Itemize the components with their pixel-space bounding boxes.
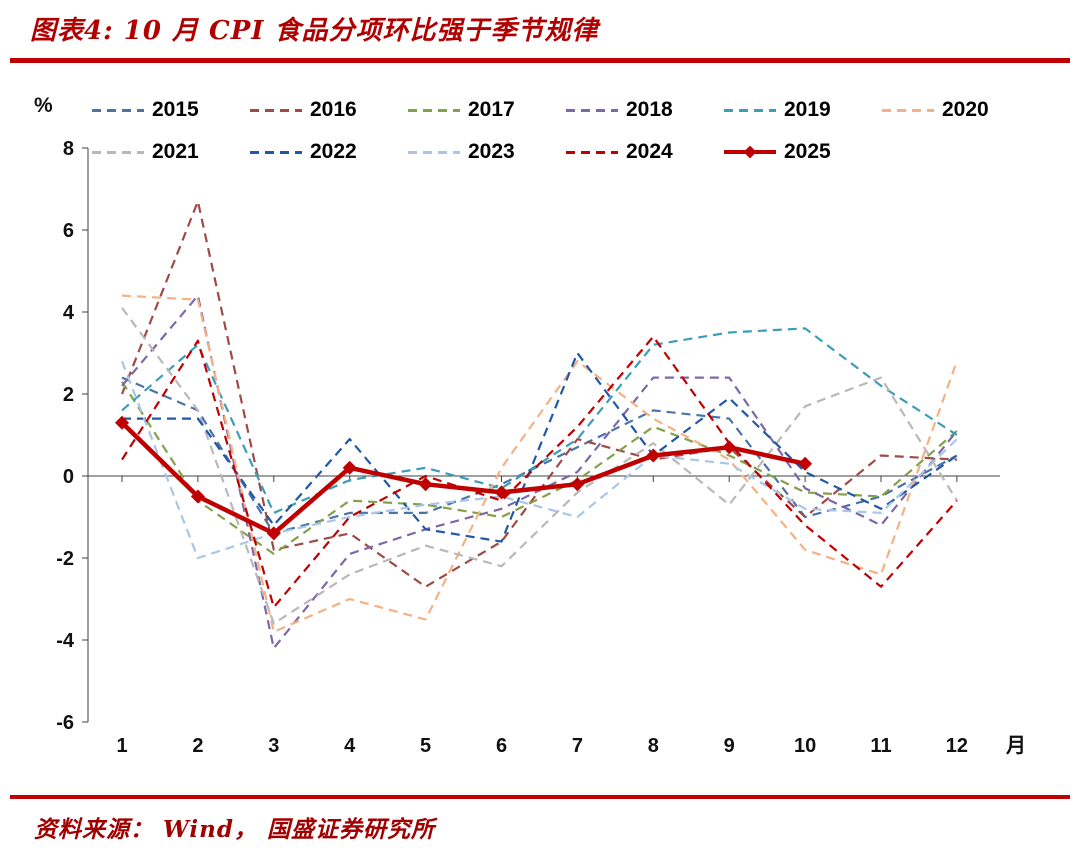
chart-legend: 2015 2016 2017 2018 2019 2020 2021 2022 2023 2024… — [92, 98, 1072, 164]
series-marker-2025 — [570, 477, 585, 492]
x-tick-label: 7 — [572, 735, 583, 757]
diamond-marker-icon — [743, 145, 757, 159]
x-tick-label: 8 — [648, 735, 659, 757]
title-divider — [10, 58, 1070, 63]
legend-item-2019: 2019 — [724, 98, 882, 122]
x-tick-label: 9 — [724, 735, 735, 757]
legend-swatch-2025 — [724, 145, 776, 159]
legend-item-2023: 2023 — [408, 140, 566, 164]
legend-item-2016: 2016 — [250, 98, 408, 122]
legend-label-2016: 2016 — [310, 98, 357, 121]
x-tick-label: 12 — [946, 735, 968, 757]
series-marker-2025 — [798, 456, 813, 471]
legend-item-2017: 2017 — [408, 98, 566, 122]
series-marker-2025 — [342, 460, 357, 475]
legend-label-2022: 2022 — [310, 140, 357, 163]
legend-swatch-2016 — [250, 108, 302, 112]
series-line-2019 — [121, 327, 958, 515]
legend-swatch-2020 — [882, 108, 934, 112]
legend-swatch-2022 — [250, 150, 302, 154]
x-axis-unit-label: 月 — [1005, 735, 1026, 757]
y-tick-label: 4 — [63, 302, 75, 324]
series-line-2021 — [121, 307, 958, 625]
series-line-2018 — [121, 294, 958, 650]
legend-item-2024: 2024 — [566, 140, 724, 164]
legend-row: 2015 2016 2017 2018 2019 2020 — [92, 98, 1072, 122]
legend-label-2025: 2025 — [784, 140, 831, 163]
series-line-2025 — [120, 421, 806, 536]
legend-item-2015: 2015 — [92, 98, 250, 122]
series-line-2020 — [121, 294, 958, 633]
legend-label-2023: 2023 — [468, 140, 515, 163]
y-tick-label: -6 — [56, 712, 74, 734]
series-marker-2025 — [115, 415, 129, 430]
y-tick-label: 8 — [63, 138, 74, 160]
x-tick-label: 5 — [420, 735, 431, 757]
y-tick-label: -4 — [56, 630, 75, 652]
legend-label-2021: 2021 — [152, 140, 199, 163]
y-tick-label: 2 — [63, 384, 74, 406]
y-tick-label: -2 — [56, 548, 74, 570]
legend-swatch-2021 — [92, 150, 144, 154]
legend-swatch-2017 — [408, 108, 460, 112]
series-marker-2025 — [418, 477, 433, 492]
legend-label-2017: 2017 — [468, 98, 515, 121]
series-line-2016 — [120, 200, 957, 588]
x-tick-label: 2 — [192, 735, 203, 757]
y-axis-unit-label: % — [34, 94, 53, 117]
series-marker-2025 — [190, 489, 205, 504]
legend-label-2018: 2018 — [626, 98, 673, 121]
series-marker-2025 — [266, 526, 281, 541]
legend-swatch-2023 — [408, 150, 460, 154]
y-tick-label: 6 — [63, 220, 74, 242]
legend-item-2018: 2018 — [566, 98, 724, 122]
x-tick-label: 6 — [496, 735, 507, 757]
x-tick-label: 1 — [116, 735, 127, 757]
x-tick-label: 3 — [268, 735, 279, 757]
legend-item-2025: 2025 — [724, 140, 882, 164]
legend-swatch-2019 — [724, 108, 776, 112]
legend-item-2020: 2020 — [882, 98, 1040, 122]
legend-swatch-2018 — [566, 108, 618, 112]
series-marker-2025 — [494, 485, 509, 500]
legend-swatch-2024 — [566, 150, 618, 154]
chart-title: 图表4: 10 月 CPI 食品分项环比强于季节规律 — [30, 16, 599, 46]
legend-label-2024: 2024 — [626, 140, 673, 163]
legend-item-2021: 2021 — [92, 140, 250, 164]
legend-row: 2021 2022 2023 2024 2025 — [92, 140, 1072, 164]
x-tick-label: 4 — [344, 735, 356, 757]
source-note: 资料来源： Wind， 国盛证券研究所 — [34, 816, 435, 843]
series-line-2017 — [121, 381, 958, 556]
legend-item-2022: 2022 — [250, 140, 408, 164]
series-marker-2025 — [722, 440, 737, 455]
legend-label-2020: 2020 — [942, 98, 989, 121]
footer-divider — [10, 795, 1070, 799]
series-marker-2025 — [646, 448, 661, 463]
series-line-2023 — [120, 360, 958, 560]
y-tick-label: 0 — [63, 466, 74, 488]
x-tick-label: 11 — [870, 735, 891, 757]
legend-label-2015: 2015 — [152, 98, 199, 121]
legend-swatch-2015 — [92, 108, 144, 112]
series-line-2015 — [121, 376, 958, 535]
legend-label-2019: 2019 — [784, 98, 831, 121]
series-line-2022 — [122, 351, 958, 543]
series-line-2024 — [121, 335, 958, 609]
x-tick-label: 10 — [794, 735, 816, 757]
